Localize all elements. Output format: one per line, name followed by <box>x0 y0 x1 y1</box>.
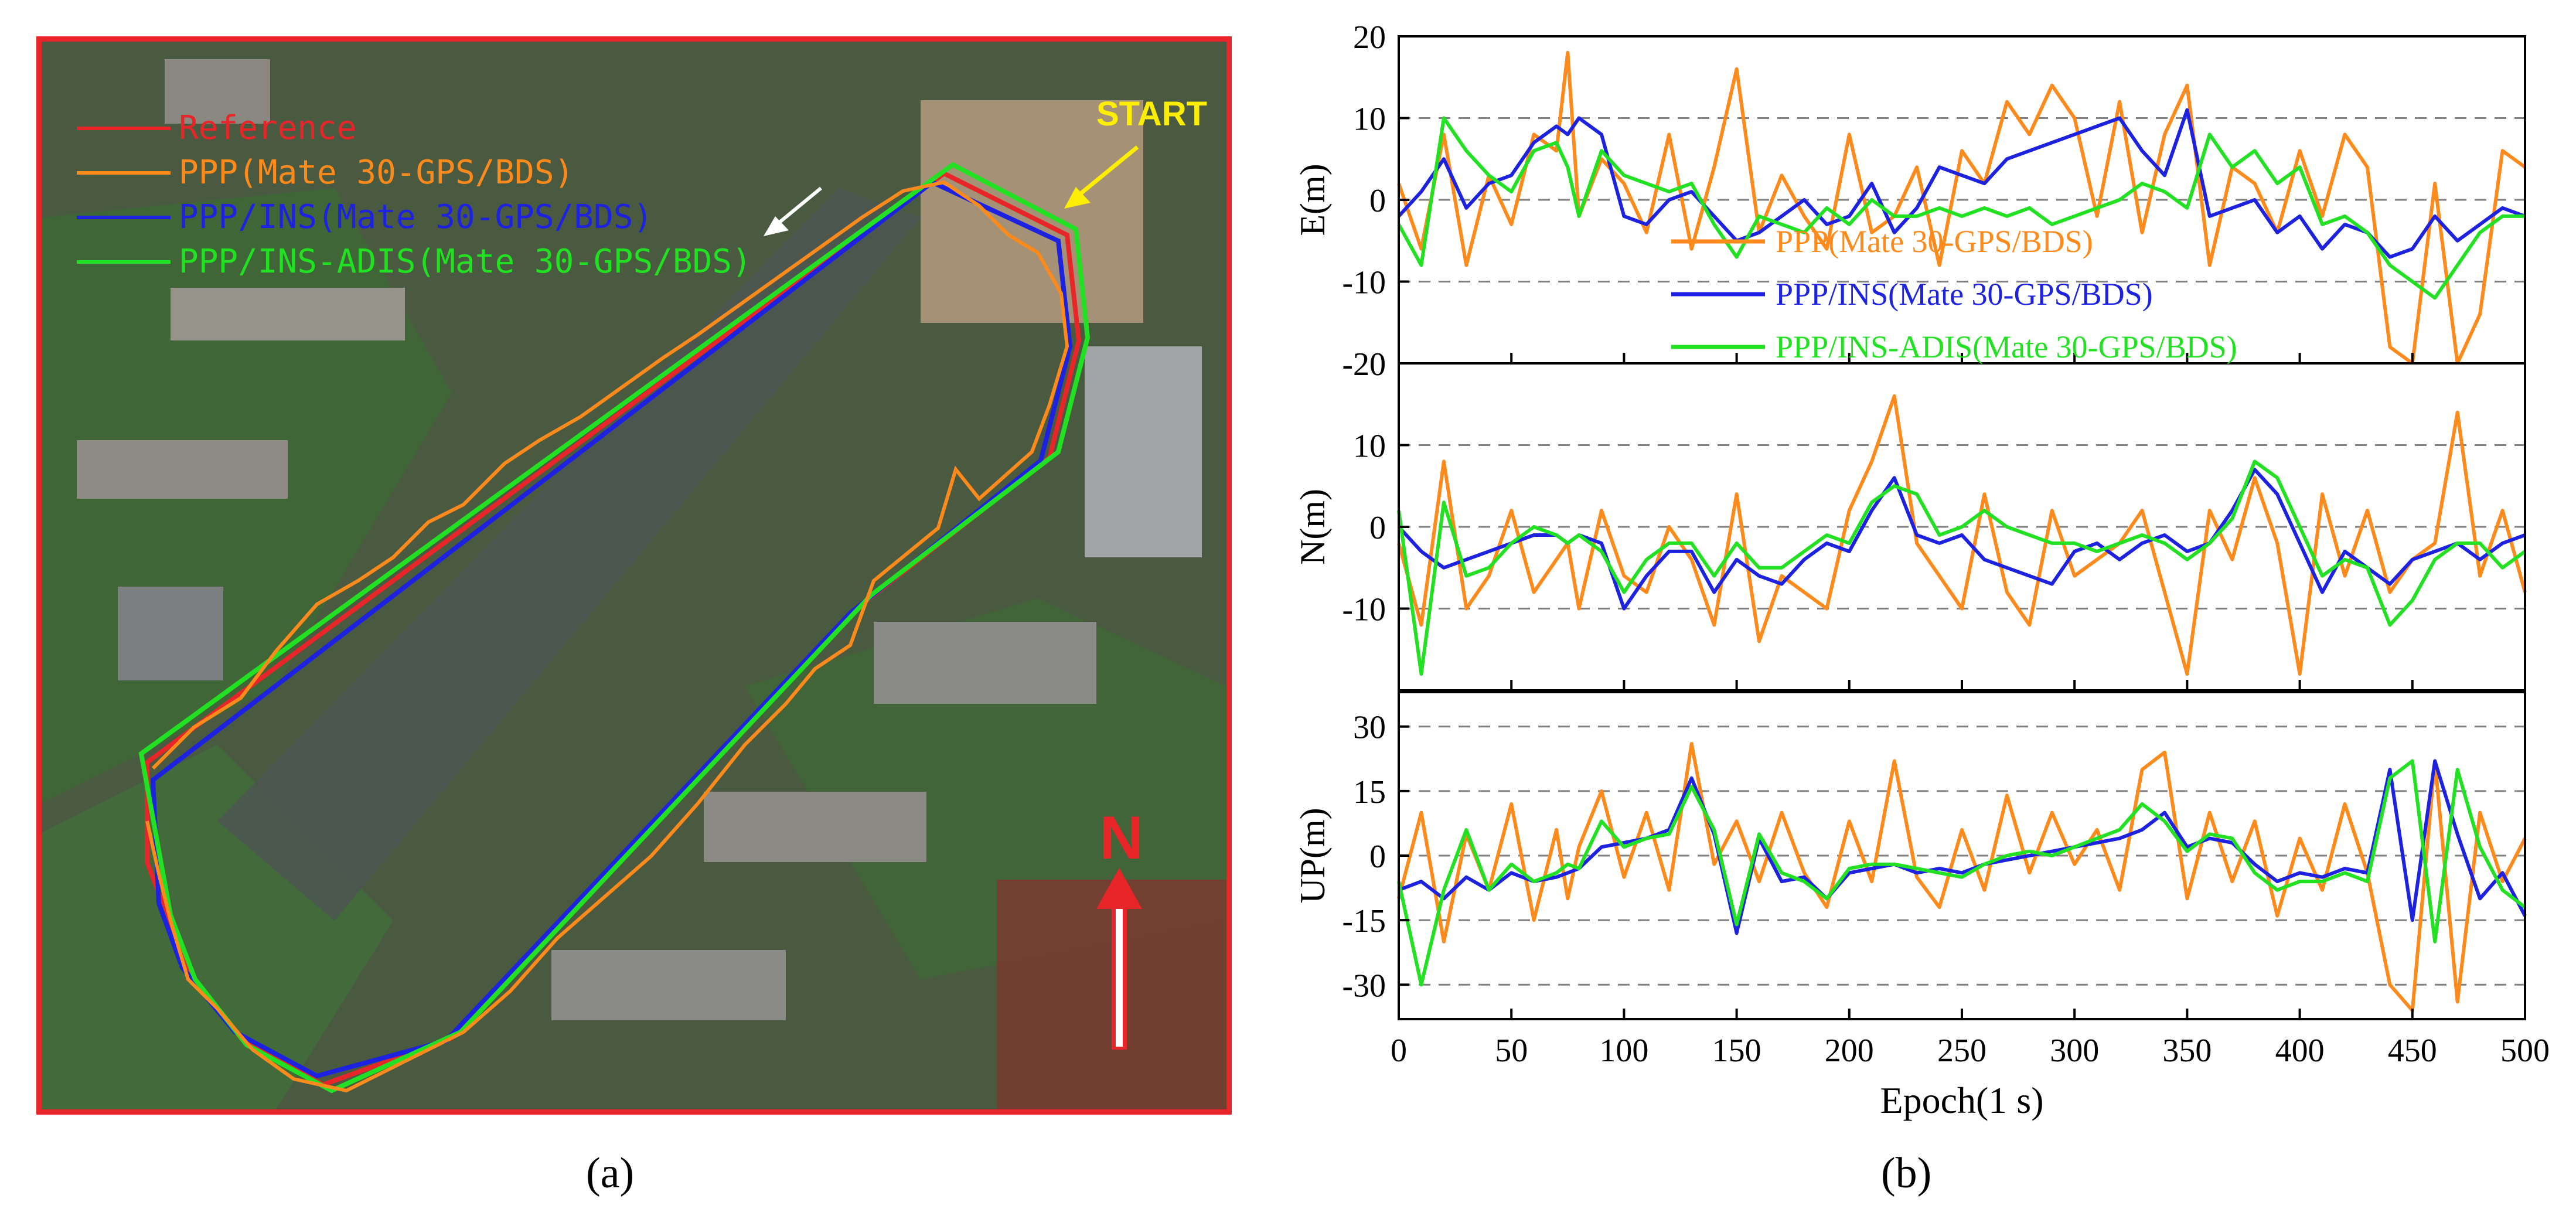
direction-arrow-head <box>764 216 789 236</box>
building <box>77 440 288 499</box>
y-axis-label: UP(m) <box>1293 808 1332 903</box>
map-legend-entry: PPP/INS-ADIS(Mate 30-GPS/BDS) <box>77 240 752 284</box>
plot-group: -20 -10 0 10 20 E(m) -10 0 10 20 N(m) -30 -15 0 15 30 UP… <box>1293 19 2550 1121</box>
y-axis-label: E(m) <box>1293 164 1332 236</box>
plaza <box>921 100 1143 323</box>
legend-label: PPP(Mate 30-GPS/BDS) <box>1776 224 2093 259</box>
x-tick-label: 400 <box>2275 1033 2325 1069</box>
legend-label: Reference <box>179 109 357 147</box>
caption-b: (b) <box>1881 1149 1932 1197</box>
x-tick-label: 300 <box>2050 1033 2099 1069</box>
y-tick-label: 20 <box>1353 346 1386 383</box>
legend-swatch <box>77 127 171 130</box>
legend-label: PPP/INS-ADIS(Mate 30-GPS/BDS) <box>179 243 752 281</box>
start-arrow-head <box>1064 187 1091 209</box>
legend-swatch <box>77 216 171 219</box>
y-tick-label: 0 <box>1369 510 1386 546</box>
building <box>165 59 270 124</box>
north-label: N <box>1099 804 1144 872</box>
legend-label: PPP/INS-ADIS(Mate 30-GPS/BDS) <box>1776 329 2237 365</box>
building <box>171 288 405 340</box>
series-line <box>1397 742 2527 1013</box>
x-axis-label: Epoch(1 s) <box>1880 1079 2043 1121</box>
x-tick-label: 450 <box>2388 1033 2437 1069</box>
building <box>118 587 223 680</box>
ppp-ins-adis-trajectory <box>138 162 1091 1094</box>
series-line <box>1397 116 2525 300</box>
building <box>874 622 1096 704</box>
series-line <box>1397 459 2526 676</box>
caption-a: (a) <box>586 1149 635 1197</box>
trajectory-map-panel: Reference PPP(Mate 30-GPS/BDS) PPP/INS(M… <box>36 36 1232 1115</box>
series-line <box>1397 108 2526 259</box>
ppp-trajectory <box>145 180 1069 1093</box>
y-tick-label: -10 <box>1342 592 1386 628</box>
ppp-ins-trajectory <box>150 179 1073 1079</box>
trajectory-map <box>42 42 1226 1109</box>
series-line <box>1397 50 2526 365</box>
y-axis-label: N(m) <box>1293 489 1332 565</box>
legend-label: PPP/INS(Mate 30-GPS/BDS) <box>179 198 653 236</box>
y-tick-label: -10 <box>1342 265 1386 301</box>
y-tick-label: 0 <box>1369 839 1386 875</box>
building <box>704 792 926 862</box>
start-arrow <box>1071 145 1139 202</box>
y-tick-label: -15 <box>1342 903 1386 939</box>
error-time-series-chart: -20 -10 0 10 20 E(m) -10 0 10 20 N(m) -30 -15 0 15 30 UP… <box>1293 19 2550 1121</box>
y-tick-label: 10 <box>1353 101 1386 138</box>
map-legend-entry: Reference <box>77 106 752 151</box>
y-tick-label: 10 <box>1353 428 1386 465</box>
map-legend: Reference PPP(Mate 30-GPS/BDS) PPP/INS(M… <box>77 106 752 284</box>
x-tick-label: 200 <box>1825 1033 1874 1069</box>
y-tick-label: 0 <box>1369 183 1386 219</box>
x-tick-label: 250 <box>1937 1033 1986 1069</box>
series-line <box>1397 759 2526 987</box>
legend-swatch <box>77 171 171 175</box>
x-tick-label: 0 <box>1391 1033 1407 1069</box>
north-arrow-shaft-inner <box>1116 909 1123 1047</box>
map-legend-entry: PPP(Mate 30-GPS/BDS) <box>77 151 752 195</box>
series-line <box>1398 759 2527 935</box>
legend-swatch <box>77 260 171 264</box>
building <box>551 950 786 1020</box>
start-label: START <box>1096 95 1208 133</box>
canal-water <box>217 188 921 921</box>
x-tick-label: 50 <box>1495 1033 1528 1069</box>
series-line <box>1397 394 2527 676</box>
legend-label: PPP/INS(Mate 30-GPS/BDS) <box>1776 277 2153 312</box>
x-tick-label: 150 <box>1712 1033 1761 1069</box>
y-tick-label: 20 <box>1353 19 1386 56</box>
y-tick-label: -30 <box>1342 968 1386 1004</box>
y-tick-label: 30 <box>1353 710 1386 746</box>
y-tick-label: 15 <box>1353 774 1386 810</box>
legend-label: PPP(Mate 30-GPS/BDS) <box>179 154 574 192</box>
north-arrow-head <box>1096 868 1142 909</box>
map-legend-entry: PPP/INS(Mate 30-GPS/BDS) <box>77 195 752 240</box>
x-tick-label: 100 <box>1599 1033 1648 1069</box>
building <box>1085 346 1202 557</box>
x-tick-label: 500 <box>2500 1033 2550 1069</box>
x-tick-label: 350 <box>2162 1033 2212 1069</box>
y-tick-label: -20 <box>1342 346 1386 383</box>
